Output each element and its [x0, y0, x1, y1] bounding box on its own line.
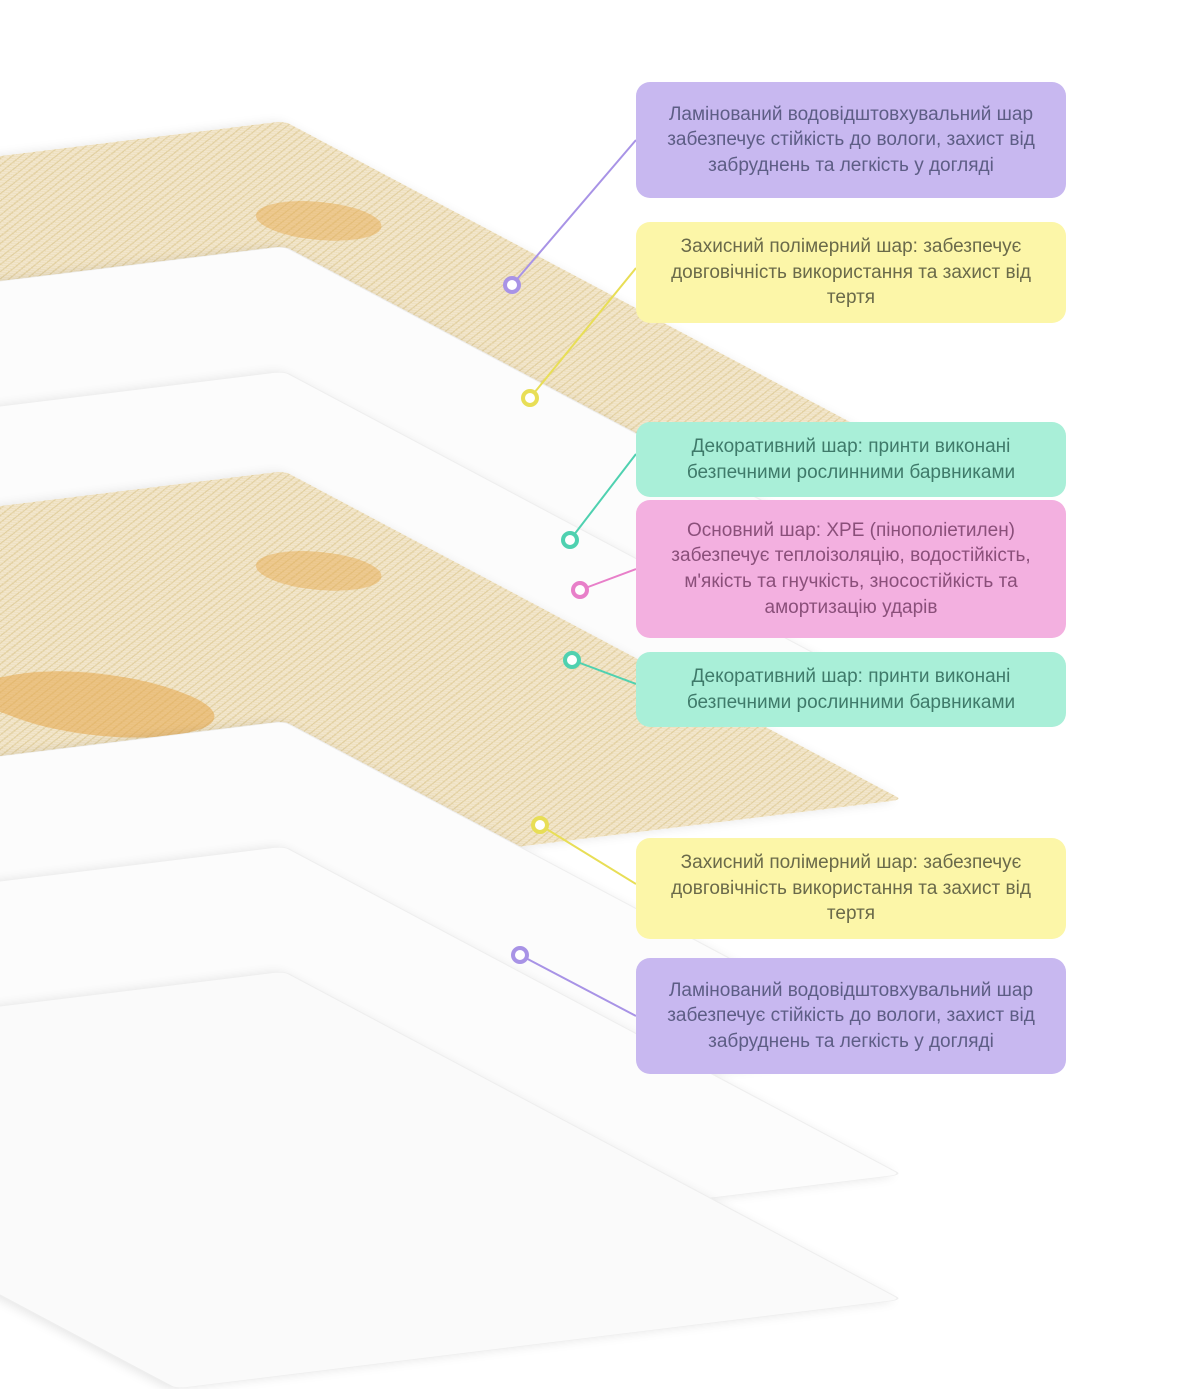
callout-c5: Декоративний шар: принти виконані безпеч…	[636, 652, 1066, 727]
callout-label: Захисний полімерний шар: забезпечує довг…	[652, 850, 1050, 927]
callout-c4: Основний шар: XPE (пінополіетилен) забез…	[636, 500, 1066, 638]
callout-label: Захисний полімерний шар: забезпечує довг…	[652, 234, 1050, 311]
callout-c7: Ламінований водовідштовхувальний шар заб…	[636, 958, 1066, 1074]
callout-c1: Ламінований водовідштовхувальний шар заб…	[636, 82, 1066, 198]
callout-label: Основний шар: XPE (пінополіетилен) забез…	[652, 518, 1050, 621]
layer-dot-c3	[561, 531, 579, 549]
layer-dot-c6	[531, 816, 549, 834]
callout-label: Декоративний шар: принти виконані безпеч…	[652, 664, 1050, 715]
callout-label: Декоративний шар: принти виконані безпеч…	[652, 434, 1050, 485]
layer-dot-c4	[571, 581, 589, 599]
callout-c2: Захисний полімерний шар: забезпечує довг…	[636, 222, 1066, 323]
callout-c6: Захисний полімерний шар: забезпечує довг…	[636, 838, 1066, 939]
layer-dot-c7	[511, 946, 529, 964]
layer-dot-c1	[503, 276, 521, 294]
callout-label: Ламінований водовідштовхувальний шар заб…	[652, 102, 1050, 179]
callout-c3: Декоративний шар: принти виконані безпеч…	[636, 422, 1066, 497]
callout-label: Ламінований водовідштовхувальний шар заб…	[652, 978, 1050, 1055]
diagram-stage: Ламінований водовідштовхувальний шар заб…	[0, 0, 1200, 1200]
layer-dot-c2	[521, 389, 539, 407]
layer-dot-c5	[563, 651, 581, 669]
